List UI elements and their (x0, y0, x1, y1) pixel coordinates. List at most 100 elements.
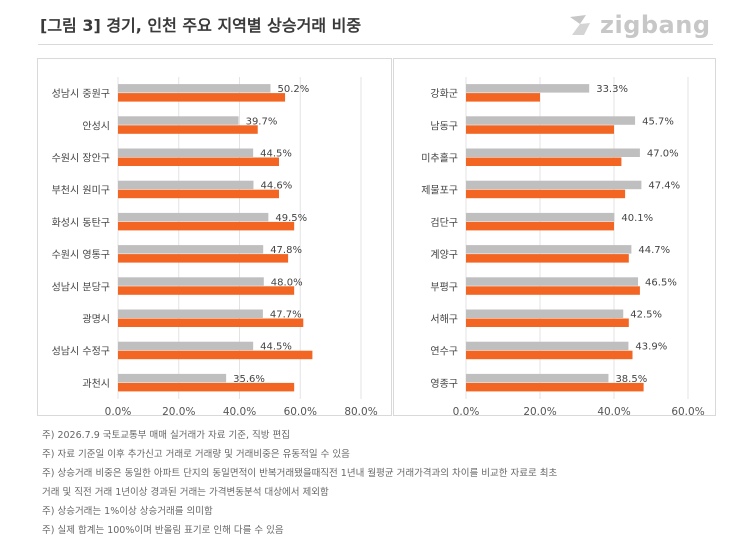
category-label: 화성시 동탄구 (52, 217, 110, 229)
data-label: 48.0% (271, 277, 303, 288)
bar-may (466, 309, 624, 318)
bar-june (118, 125, 258, 134)
bar-june (118, 254, 289, 263)
bar-may (466, 148, 640, 157)
bar-june (466, 93, 540, 102)
bar-may (466, 180, 642, 190)
bar-june (466, 157, 622, 166)
bar-june (466, 189, 626, 199)
bar-may (466, 341, 629, 351)
data-label: 47.8% (270, 245, 302, 256)
x-tick-label: 60.0% (671, 406, 704, 415)
category-label: 부천시 원미구 (52, 185, 110, 197)
bar-june (466, 125, 614, 134)
bar-may (466, 277, 639, 286)
bar-june (466, 318, 629, 327)
bar-may (118, 180, 254, 190)
category-label: 성남시 수정구 (52, 346, 110, 358)
bar-june (118, 318, 304, 327)
bar-may (118, 148, 254, 157)
x-tick-label: 60.0% (284, 406, 317, 415)
bar-june (118, 221, 295, 231)
footnotes: 주) 2026.7.9 국토교통부 매매 실거래가 자료 기준, 직방 편집 주… (42, 426, 557, 540)
chart-gyeonggi: 0.0% 20.0% 40.0% 60.0% 80.0% 성남시 중원구 50.2% 안성시 3… (52, 77, 378, 415)
x-tick-label: 0.0% (105, 406, 132, 415)
data-label: 38.5% (615, 374, 647, 385)
x-tick-label: 0.0% (453, 406, 480, 415)
x-tick-label: 20.0% (162, 406, 195, 415)
zigbang-logo: zigbang (566, 10, 711, 40)
bar-june (118, 157, 279, 166)
bar-may (466, 212, 615, 222)
category-label: 검단구 (430, 217, 458, 229)
data-label: 44.7% (638, 245, 670, 256)
chart-incheon: 0.0% 20.0% 40.0% 60.0% 강화군 33.3% 남동구 45.7% 미추홀구 4… (421, 77, 705, 415)
data-label: 39.7% (246, 116, 278, 127)
footnote: 거래 및 직전 거래 1년이상 경과된 거래는 가격변동분석 대상에서 제외함 (42, 487, 329, 498)
bar-may (466, 84, 590, 93)
data-label: 46.5% (645, 277, 677, 288)
bar-may (118, 341, 254, 351)
category-label: 수원시 장안구 (52, 153, 110, 165)
bar-june (118, 350, 313, 360)
bar-may (466, 116, 636, 125)
category-label: 남동구 (430, 120, 458, 132)
footnote: 주) 상승거래 비중은 동일한 아파트 단지의 동일면적이 반복거래됐을때직전 … (42, 468, 558, 479)
chart-panel-gyeonggi: 0.0% 20.0% 40.0% 60.0% 80.0% 성남시 중원구 50.2% 안성시 3… (37, 58, 392, 416)
bar-may (466, 373, 609, 383)
chart-panel-incheon: 0.0% 20.0% 40.0% 60.0% 강화군 33.3% 남동구 45.7% 미추홀구 4… (393, 58, 716, 416)
bar-june (118, 286, 295, 295)
bar-june (466, 254, 629, 263)
data-label: 44.5% (260, 149, 292, 160)
category-label: 수원시 영통구 (52, 249, 110, 261)
bar-may (118, 245, 264, 254)
category-label: 미추홀구 (421, 152, 458, 165)
x-tick-label: 80.0% (344, 406, 377, 415)
category-label: 성남시 중원구 (52, 88, 110, 100)
footnote: 주) 자료 기준일 이후 추가신고 거래로 거래량 및 거래비중은 유동적일 수… (42, 449, 350, 460)
bar-june (118, 93, 286, 102)
data-label: 50.2% (277, 84, 309, 95)
category-label: 영종구 (430, 378, 458, 390)
category-label: 광명시 (82, 314, 110, 326)
data-label: 47.0% (647, 149, 679, 160)
data-label: 43.9% (635, 342, 667, 353)
bar-may (118, 116, 239, 125)
data-label: 44.6% (260, 181, 292, 192)
bar-may (118, 277, 264, 286)
x-tick-label: 40.0% (597, 406, 630, 415)
category-label: 성남시 분당구 (52, 281, 110, 293)
x-tick-label: 20.0% (523, 406, 556, 415)
footnote: 주) 실제 합계는 100%이며 반올림 표기로 인해 다를 수 있음 (42, 525, 284, 536)
data-label: 42.5% (630, 310, 662, 321)
bar-june (118, 189, 279, 199)
data-label: 49.5% (275, 213, 307, 224)
data-label: 44.5% (260, 342, 292, 353)
x-tick-label: 40.0% (223, 406, 256, 415)
bar-may (118, 212, 269, 222)
bar-may (466, 245, 632, 254)
category-label: 제물포구 (421, 185, 458, 197)
zigbang-logo-icon (570, 15, 590, 35)
data-label: 40.1% (621, 213, 653, 224)
category-label: 안성시 (82, 120, 110, 132)
category-label: 과천시 (82, 378, 110, 390)
data-label: 33.3% (596, 84, 628, 95)
footnote: 주) 상승거래는 1%이상 상승거래를 의미함 (42, 506, 213, 517)
category-label: 부평구 (430, 281, 458, 293)
bar-june (466, 350, 633, 360)
bar-may (118, 309, 263, 318)
title-divider (38, 44, 713, 45)
category-label: 계양구 (430, 249, 458, 261)
bar-may (118, 373, 227, 383)
data-label: 47.7% (270, 310, 302, 321)
category-label: 강화군 (430, 88, 458, 100)
data-label: 47.4% (648, 181, 680, 192)
bar-june (118, 382, 295, 392)
category-label: 연수구 (430, 346, 458, 358)
logo-text: zigbang (600, 11, 711, 39)
data-label: 35.6% (233, 374, 265, 385)
footnote: 주) 2026.7.9 국토교통부 매매 실거래가 자료 기준, 직방 편집 (42, 430, 290, 441)
bar-may (118, 84, 271, 93)
page-title: [그림 3] 경기, 인천 주요 지역별 상승거래 비중 (40, 16, 362, 35)
